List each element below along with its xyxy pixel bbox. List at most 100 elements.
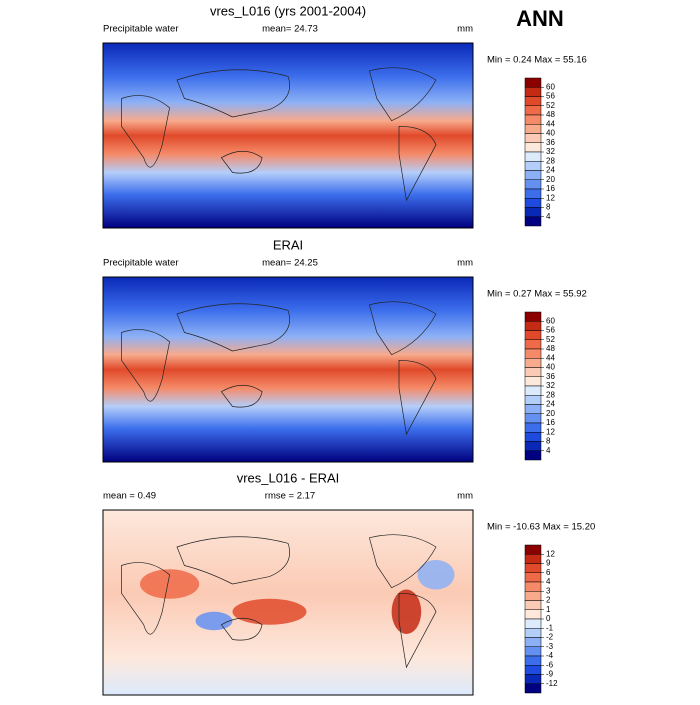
colorbar-box: [524, 609, 542, 620]
colorbar-box: [524, 330, 542, 340]
coastline: [368, 301, 437, 356]
colorbar-label: 4: [546, 212, 551, 221]
colorbar-box: [524, 395, 542, 405]
colorbar-label: 40: [546, 129, 555, 138]
coastline: [121, 95, 170, 168]
center-label: rmse = 2.17: [265, 491, 315, 502]
colorbar-box: [524, 179, 542, 190]
colorbar-box: [524, 422, 542, 433]
colorbar-label: -4: [546, 651, 554, 660]
panel-title: ERAI: [273, 237, 303, 252]
colorbar-label: 28: [546, 156, 555, 165]
colorbar-box: [524, 572, 542, 583]
colorbar-box: [524, 105, 542, 116]
colorbar-box: [524, 441, 542, 451]
colorbar-label: -6: [546, 660, 554, 669]
colorbar-label: 44: [546, 353, 555, 362]
colorbar-label: 16: [546, 184, 555, 193]
colorbar-box: [524, 563, 542, 573]
coastline: [220, 384, 263, 408]
units-label: mm: [457, 258, 473, 269]
colorbar-box: [524, 358, 542, 368]
colorbar-label: 8: [546, 203, 551, 212]
colorbar-label: -3: [546, 642, 554, 651]
map-anomaly: [417, 559, 455, 590]
panel-title: vres_L016 - ERAI: [237, 470, 340, 485]
colorbar-label: 20: [546, 409, 555, 418]
colorbar-label: -12: [546, 679, 558, 688]
map-anomaly: [391, 589, 422, 634]
colorbar-label: 36: [546, 372, 555, 381]
colorbar-box: [524, 646, 542, 657]
colorbar-box: [524, 591, 542, 601]
colorbar-label: 44: [546, 119, 555, 128]
colorbar-box: [524, 161, 542, 171]
colorbar-label: 32: [546, 147, 555, 156]
colorbar-label: 36: [546, 138, 555, 147]
colorbar-label: 24: [546, 400, 555, 409]
colorbar-label: 0: [546, 614, 551, 623]
colorbar-box: [524, 321, 542, 331]
season-label: ANN: [516, 6, 564, 31]
colorbar-box: [524, 628, 542, 638]
coastline: [398, 592, 437, 669]
colorbar-label: 32: [546, 381, 555, 390]
colorbar-box: [524, 188, 542, 199]
coastline: [368, 534, 437, 589]
left-label: Precipitable water: [103, 258, 179, 269]
colorbar-box: [524, 637, 542, 647]
coastline: [398, 359, 437, 436]
colorbar-box: [524, 339, 542, 350]
colorbar-box: [524, 450, 542, 461]
colorbar-box: [524, 124, 542, 134]
colorbar-label: 48: [546, 110, 555, 119]
coastline: [176, 536, 290, 585]
colorbar-box: [524, 404, 542, 414]
colorbar-label: 3: [546, 586, 551, 595]
colorbar-box: [524, 665, 542, 675]
colorbar-label: 4: [546, 577, 551, 586]
coastline: [220, 150, 263, 174]
colorbar-label: 20: [546, 175, 555, 184]
map-field: [102, 42, 474, 229]
left-label: Precipitable water: [103, 24, 179, 35]
colorbar-label: 4: [546, 446, 551, 455]
colorbar-box: [524, 413, 542, 424]
map-anomaly: [195, 611, 233, 631]
panel-title: vres_L016 (yrs 2001-2004): [210, 3, 366, 18]
coastline: [368, 67, 437, 122]
colorbar-box: [524, 151, 542, 162]
colorbar-box: [524, 600, 542, 610]
colorbar-label: -2: [546, 633, 554, 642]
colorbar-label: 24: [546, 166, 555, 175]
coastline: [121, 562, 170, 635]
coastline: [176, 69, 290, 118]
center-label: mean= 24.73: [262, 24, 318, 35]
units-label: mm: [457, 24, 473, 35]
colorbar-label: 60: [546, 316, 555, 325]
colorbar-box: [524, 170, 542, 180]
colorbar-box: [524, 216, 542, 227]
colorbar-box: [524, 133, 542, 143]
center-label: mean= 24.25: [262, 258, 318, 269]
colorbar-box: [524, 432, 542, 442]
map-anomaly: [232, 598, 307, 625]
colorbar-label: 52: [546, 335, 555, 344]
coastline: [176, 303, 290, 352]
colorbar-box: [524, 674, 542, 684]
colorbar-box: [524, 544, 542, 555]
colorbar-box: [524, 376, 542, 387]
colorbar-label: 28: [546, 390, 555, 399]
stats-label: Min = 0.27 Max = 55.92: [487, 289, 587, 300]
colorbar-label: 12: [546, 427, 555, 436]
colorbar-label: 1: [546, 605, 551, 614]
coastline: [121, 329, 170, 402]
colorbar-box: [524, 348, 542, 359]
stats-label: Min = 0.24 Max = 55.16: [487, 55, 587, 66]
coastline: [220, 617, 263, 641]
map-anomaly: [140, 569, 200, 599]
colorbar-box: [524, 581, 542, 592]
colorbar-box: [524, 142, 542, 153]
stats-label: Min = -10.63 Max = 15.20: [487, 522, 595, 533]
